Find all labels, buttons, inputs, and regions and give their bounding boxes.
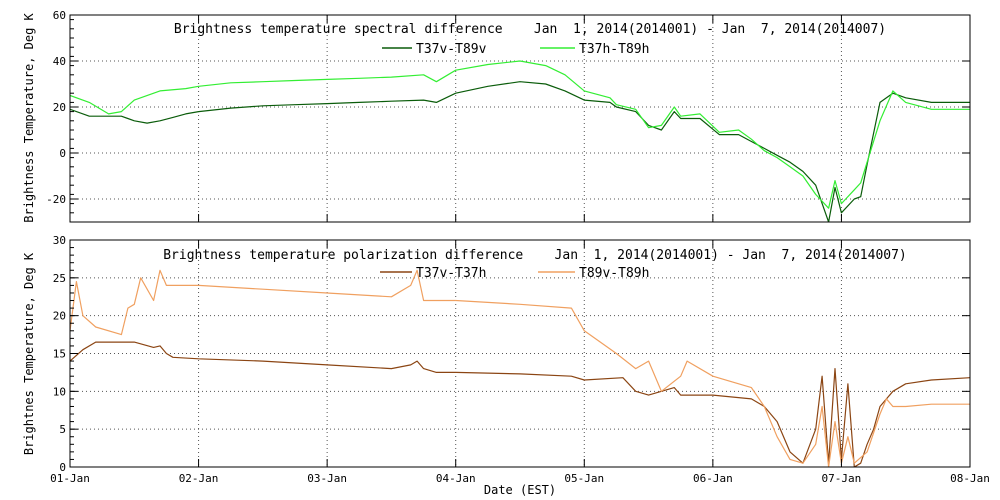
panel-grid [70, 15, 970, 222]
x-tick-label: 03-Jan [307, 472, 347, 485]
y-tick-label: 10 [53, 385, 66, 398]
legend-label-t37h-t89h: T37h-T89h [579, 42, 649, 57]
x-tick-label: 05-Jan [564, 472, 604, 485]
x-tick-label: 07-Jan [822, 472, 862, 485]
plot-frame [69, 14, 971, 223]
polarization-difference-panel: 0 5 10 15 20 25 30 Brightness temperature pola… [22, 234, 971, 474]
panel-title: Brightness temperature spectral differen… [174, 22, 886, 37]
x-axis-label: Date (EST) [484, 483, 556, 497]
x-tick-label: 01-Jan [50, 472, 90, 485]
y-axis-label: Brightnes Temperature, Deg K [22, 252, 36, 455]
panel-series [70, 269, 970, 467]
y-tick-label: 5 [59, 423, 66, 436]
series-line-t89v-t89h [70, 269, 970, 467]
y-tick-label: 25 [53, 272, 66, 285]
series-line-t37h-t89h [70, 60, 970, 209]
y-tick-label: 60 [53, 9, 66, 22]
y-axis-label: Brightness Temperature, Deg K [22, 12, 36, 222]
x-tick-labels: 01-Jan 02-Jan 03-Jan 04-Jan 05-Jan 06-Jan 07-J… [50, 472, 990, 485]
x-tick-label: 06-Jan [693, 472, 733, 485]
y-tick-label: 0 [59, 147, 66, 160]
x-tick-label: 04-Jan [436, 472, 476, 485]
y-tick-label: 30 [53, 234, 66, 247]
panel-ticks: 0 5 10 15 20 25 30 [53, 234, 971, 474]
x-tick-label: 02-Jan [179, 472, 219, 485]
y-tick-label: -20 [46, 193, 66, 206]
series-line-t37v-t89v [70, 81, 970, 222]
legend-label-t37v-t37h: T37v-T37h [416, 266, 486, 281]
legend: T37v-T37h T89v-T89h [380, 266, 649, 281]
y-tick-label: 20 [53, 310, 66, 323]
y-tick-label: 20 [53, 101, 66, 114]
spectral-difference-panel: -20 0 20 40 60 Brightness temperature spectr… [22, 9, 971, 223]
legend-label-t89v-t89h: T89v-T89h [579, 266, 649, 281]
y-tick-label: 15 [53, 348, 66, 361]
panel-series [70, 60, 970, 222]
x-tick-label: 08-Jan [950, 472, 990, 485]
panel-title: Brightness temperature polarization diff… [163, 248, 907, 263]
legend-label-t37v-t89v: T37v-T89v [416, 42, 487, 57]
panel-ticks: -20 0 20 40 60 [46, 9, 971, 223]
y-tick-label: 40 [53, 55, 66, 68]
legend: T37v-T89v T37h-T89h [382, 42, 649, 57]
y-tick-label: 0 [59, 461, 66, 474]
